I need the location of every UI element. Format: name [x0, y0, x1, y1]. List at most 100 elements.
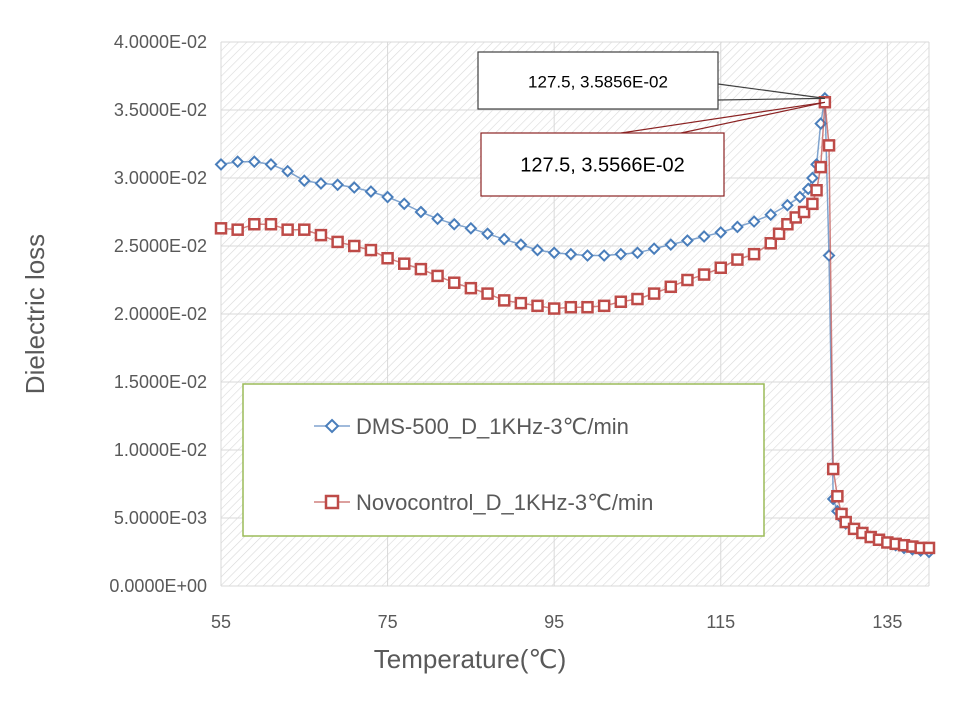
data-point	[697, 268, 711, 281]
x-axis-title: Temperature(℃)	[374, 644, 566, 674]
legend-entry-0: DMS-500_D_1KHz-3℃/min	[314, 414, 629, 439]
data-point	[731, 253, 744, 266]
y-tick-label: 5.0000E-03	[114, 508, 207, 528]
callouts: 127.5, 3.5856E-02 127.5, 3.5566E-02	[477, 51, 826, 197]
data-point	[281, 164, 295, 178]
data-point	[714, 261, 728, 275]
data-point	[614, 295, 628, 309]
y-tick-label: 4.0000E-02	[114, 32, 207, 52]
data-point	[818, 95, 832, 109]
series-1	[214, 95, 936, 555]
y-tick-label: 1.0000E-02	[114, 440, 207, 460]
legend-marker	[324, 494, 340, 510]
data-point	[647, 287, 661, 300]
legend-box	[242, 383, 765, 537]
data-point	[464, 221, 478, 235]
data-point	[531, 243, 544, 257]
legend: DMS-500_D_1KHz-3℃/min Novocontrol_D_1KHz-…	[242, 383, 765, 537]
callout-leader	[717, 97, 825, 101]
data-point	[381, 251, 394, 265]
data-point	[747, 215, 761, 228]
data-point	[814, 160, 827, 174]
data-point	[497, 232, 511, 246]
data-point	[531, 299, 544, 313]
data-point	[564, 247, 578, 261]
data-point	[664, 280, 678, 294]
callout-box	[477, 51, 719, 110]
data-point	[547, 246, 561, 260]
data-point	[481, 287, 494, 300]
y-tick-label: 3.0000E-02	[114, 168, 207, 188]
data-point	[810, 183, 823, 197]
data-point	[514, 296, 528, 310]
data-point	[772, 227, 786, 241]
data-point	[214, 157, 228, 171]
data-point	[922, 541, 936, 555]
data-point	[647, 242, 661, 256]
data-point	[780, 198, 794, 212]
data-point	[681, 234, 694, 247]
data-point	[547, 302, 561, 315]
callout-1: 127.5, 3.5566E-02	[480, 101, 826, 197]
data-point	[248, 217, 261, 231]
data-point	[264, 217, 278, 231]
data-point	[822, 139, 836, 152]
data-point	[514, 238, 528, 252]
data-point	[822, 249, 836, 262]
data-point	[597, 249, 611, 262]
callout-0: 127.5, 3.5856E-02	[477, 51, 825, 110]
data-point	[697, 230, 711, 243]
callout-leader	[717, 83, 825, 99]
axes: 0.0000E+00 5.0000E-03 1.0000E-02 1.5000E-02…	[109, 32, 902, 632]
data-point	[564, 300, 578, 314]
data-point	[447, 276, 461, 289]
data-point	[297, 174, 311, 188]
data-point	[631, 246, 644, 260]
data-point	[331, 235, 344, 249]
data-point	[464, 281, 478, 295]
legend-entry-1: Novocontrol_D_1KHz-3℃/min	[314, 490, 653, 515]
data-point	[281, 223, 294, 236]
y-tick-label: 0.0000E+00	[109, 576, 207, 596]
data-point	[431, 269, 444, 283]
data-point	[364, 185, 378, 199]
data-point	[614, 247, 628, 261]
data-point	[806, 197, 819, 211]
data-point	[681, 273, 694, 287]
x-tick-label: 75	[378, 612, 398, 632]
data-point	[431, 212, 444, 226]
data-point	[331, 178, 345, 192]
data-point	[264, 157, 278, 171]
data-point	[298, 223, 311, 236]
data-point	[364, 243, 378, 257]
legend-label: DMS-500_D_1KHz-3℃/min	[356, 414, 629, 439]
data-point	[314, 228, 328, 242]
data-point	[597, 299, 611, 313]
data-point	[231, 223, 244, 236]
data-point	[581, 300, 594, 314]
data-point	[714, 225, 728, 239]
data-point	[397, 257, 411, 270]
data-point	[381, 190, 395, 204]
data-point	[781, 217, 794, 231]
data-point	[231, 155, 245, 169]
data-point	[447, 217, 461, 231]
callout-box	[480, 132, 725, 197]
data-point	[247, 155, 261, 169]
data-point	[731, 220, 744, 234]
callout-label: 127.5, 3.5856E-02	[528, 73, 668, 92]
data-point	[764, 208, 778, 222]
data-point	[631, 292, 644, 306]
y-tick-label: 1.5000E-02	[114, 372, 207, 392]
data-point	[414, 205, 428, 219]
y-axis-title: Dielectric loss	[20, 234, 50, 394]
callout-leader	[680, 101, 826, 134]
y-tick-label: 3.5000E-02	[114, 100, 207, 120]
data-point	[481, 227, 494, 241]
callout-leader	[620, 101, 825, 134]
legend-label: Novocontrol_D_1KHz-3℃/min	[356, 490, 653, 515]
y-tick-label: 2.0000E-02	[114, 304, 207, 324]
data-point	[348, 239, 361, 253]
